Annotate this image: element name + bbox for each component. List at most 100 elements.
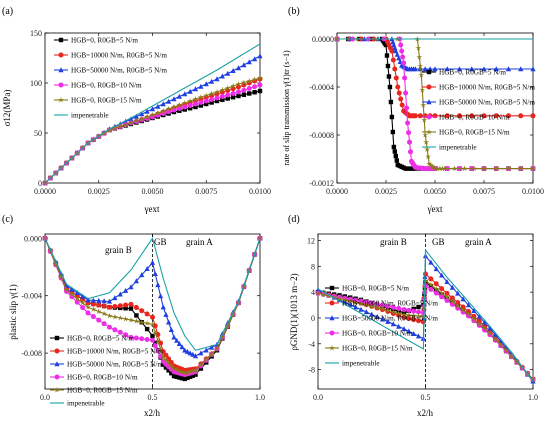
- series-marker: [160, 107, 167, 114]
- series-marker: [163, 365, 169, 370]
- x-tick-label: 1.0: [255, 393, 265, 402]
- legend-swatch-marker: [426, 99, 432, 105]
- y-tick-label: 0: [311, 314, 315, 323]
- series-marker: [428, 286, 434, 292]
- series-marker: [392, 66, 398, 72]
- series-marker: [144, 320, 151, 326]
- series-marker: [185, 375, 190, 381]
- x-tick-label: 0.0050: [424, 187, 446, 196]
- series-marker: [134, 313, 139, 318]
- legend-entry-2: HGB=50000 N/m, R0GB=5 N/m: [71, 67, 167, 75]
- series-marker: [122, 121, 129, 128]
- series-marker: [230, 67, 236, 73]
- series-marker: [144, 266, 150, 272]
- panel-b-xlabel: γ̇ext: [427, 204, 443, 214]
- series-marker: [192, 367, 199, 373]
- series-marker: [481, 113, 487, 119]
- x-tick-label: 0.0: [313, 393, 323, 402]
- series-marker: [434, 288, 439, 293]
- series-marker: [476, 322, 482, 328]
- series-marker: [379, 305, 386, 312]
- series-marker: [433, 266, 439, 272]
- y-tick-label: -0.0008: [309, 131, 334, 140]
- series-marker: [399, 102, 405, 108]
- legend-swatch-marker: [58, 52, 64, 58]
- series-marker: [177, 375, 182, 380]
- series-marker: [384, 53, 390, 58]
- series-marker: [144, 336, 150, 342]
- series-marker: [416, 304, 421, 310]
- series-marker: [441, 165, 448, 172]
- series-marker: [353, 304, 359, 310]
- series-marker: [240, 79, 247, 86]
- panel-c: (c) 0.000-0.004-0.008 0.0 0.5 1.0 grain B …: [2, 214, 265, 418]
- series-marker: [487, 325, 493, 331]
- panel-d-gb-label: GB: [432, 237, 445, 247]
- y-tick-label: 150: [30, 29, 42, 38]
- panel-c-grain-a: grain A: [186, 237, 213, 247]
- series-line: [44, 236, 261, 351]
- series-5: [44, 43, 261, 184]
- panel-b-label: (b): [288, 6, 300, 17]
- x-tick-label: 0.0025: [375, 187, 397, 196]
- series-marker: [160, 354, 167, 360]
- series-marker: [487, 330, 493, 336]
- series-marker: [176, 106, 182, 111]
- series-marker: [162, 357, 169, 363]
- series-marker: [122, 315, 129, 322]
- series-marker: [469, 66, 475, 72]
- series-marker: [117, 329, 123, 335]
- series-marker: [444, 290, 450, 296]
- series-marker: [80, 305, 86, 311]
- series-marker: [419, 86, 426, 93]
- series-marker: [433, 290, 439, 296]
- series-marker: [187, 88, 193, 94]
- series-marker: [163, 352, 169, 358]
- panel-c-ylabel: plastic slip γ(1): [8, 284, 18, 339]
- series-marker: [369, 300, 375, 306]
- series-marker: [208, 351, 215, 357]
- series-marker: [128, 334, 134, 340]
- series-marker: [252, 56, 258, 62]
- series-marker: [203, 81, 209, 87]
- series-marker: [42, 235, 48, 241]
- series-marker: [390, 321, 396, 327]
- series-marker: [482, 319, 488, 325]
- series-marker: [133, 278, 139, 284]
- series-marker: [173, 366, 180, 373]
- series-marker: [257, 88, 263, 94]
- series-marker: [90, 314, 96, 320]
- legend-entry-3: HGB=0, R0GB=10 N/m: [71, 82, 142, 90]
- series-marker: [416, 318, 422, 324]
- series-marker: [168, 326, 174, 332]
- legend-swatch-marker: [58, 82, 64, 88]
- series-marker: [187, 97, 194, 104]
- series-marker: [420, 313, 427, 320]
- series-marker: [396, 90, 402, 96]
- series-marker: [192, 86, 199, 92]
- series-marker: [403, 166, 408, 171]
- series-marker: [388, 99, 394, 105]
- series-marker: [155, 348, 161, 354]
- series-marker: [439, 286, 445, 292]
- series-marker: [171, 96, 177, 102]
- series-marker: [123, 332, 129, 338]
- series-marker: [530, 113, 536, 119]
- series-marker: [415, 44, 422, 51]
- series-4: [42, 235, 263, 376]
- legend-entry-4: HGB=0, R0GB=15 N/m: [439, 129, 510, 137]
- series-marker: [320, 291, 327, 298]
- panel-c-xlabel: x2/h: [144, 408, 161, 418]
- series-marker: [85, 304, 91, 310]
- series-marker: [386, 74, 392, 79]
- series-marker: [416, 309, 422, 315]
- series-marker: [220, 97, 225, 102]
- series-marker: [398, 42, 404, 48]
- panel-d-series: [315, 248, 536, 384]
- series-marker: [423, 139, 430, 145]
- series-marker: [406, 130, 412, 136]
- series-marker: [192, 353, 199, 359]
- series-marker: [368, 303, 375, 309]
- series-marker: [158, 353, 164, 359]
- legend-entry-2: HGB=50000 N/m, R0GB=5 N/m: [342, 315, 438, 323]
